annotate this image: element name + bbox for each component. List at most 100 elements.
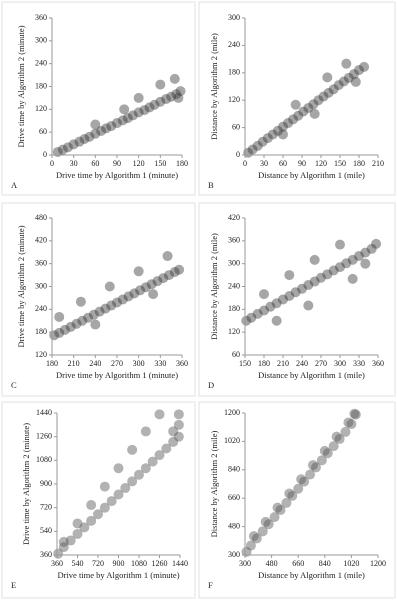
point: [155, 96, 166, 107]
point: [299, 476, 310, 487]
y-tick-label: 480: [228, 521, 240, 530]
point: [360, 258, 371, 269]
point: [148, 289, 159, 300]
point: [305, 469, 316, 480]
point: [296, 474, 307, 485]
y-axis-title: Distance by Algorithm 2 (mile): [209, 430, 219, 537]
x-tick-label: 360: [372, 359, 384, 368]
point: [290, 287, 301, 298]
y-tick-label: 1080: [36, 455, 52, 464]
y-axis-title: Drive time by Algorithm 2 (minute): [16, 25, 26, 147]
y-tick-label: 1020: [224, 436, 240, 445]
point: [155, 79, 166, 90]
x-tick-label: 240: [89, 359, 101, 368]
point: [123, 291, 134, 302]
point: [322, 72, 333, 83]
point: [168, 426, 179, 437]
x-tick-label: 360: [176, 359, 188, 368]
point: [58, 542, 69, 553]
y-tick-label: 300: [35, 281, 47, 290]
y-tick-label: 120: [228, 95, 240, 104]
panel-frame: [198, 1, 396, 196]
point: [284, 488, 295, 499]
point: [79, 134, 90, 145]
point: [335, 239, 345, 250]
y-tick-label: 300: [228, 13, 240, 22]
point: [90, 119, 101, 130]
point: [60, 324, 70, 335]
point: [259, 289, 269, 300]
point: [154, 450, 165, 461]
point: [347, 273, 358, 284]
point: [62, 142, 73, 153]
y-axis-title: Distance by Algorithm 2 (mile): [209, 33, 219, 140]
x-tick-label: 30: [70, 159, 78, 168]
point: [65, 535, 76, 546]
point: [54, 311, 65, 322]
point: [341, 258, 352, 269]
x-axis-title: Distance by Algorithm 1 (mile): [258, 370, 365, 380]
y-tick-label: 60: [39, 127, 47, 136]
point: [140, 282, 151, 293]
point: [316, 455, 327, 466]
point: [71, 318, 82, 329]
point: [166, 91, 177, 102]
point: [262, 133, 273, 144]
point: [343, 72, 354, 83]
point: [140, 463, 151, 474]
x-tick-label: 30: [260, 159, 268, 168]
y-tick-label: 300: [228, 550, 240, 559]
point: [241, 546, 252, 557]
point: [343, 417, 354, 428]
point: [340, 426, 351, 437]
point: [127, 110, 138, 121]
y-tick-label: 1260: [36, 431, 52, 440]
y-tick-label: 360: [35, 258, 47, 267]
x-tick-label: 540: [72, 559, 84, 568]
x-tick-label: 240: [296, 359, 308, 368]
point: [271, 298, 282, 309]
point: [171, 89, 182, 100]
point: [94, 306, 105, 317]
point: [127, 444, 138, 455]
point: [86, 515, 97, 526]
point: [293, 483, 304, 494]
x-axis-title: Drive time by Algorithm 1 (minute): [57, 570, 179, 580]
point: [347, 254, 358, 265]
point: [354, 251, 364, 262]
y-axis-title: Distance by Algorithm 2 (mile): [209, 233, 219, 340]
point: [293, 110, 304, 121]
point: [96, 126, 107, 137]
point: [263, 519, 274, 530]
x-tick-label: 300: [239, 559, 251, 568]
point: [341, 58, 352, 69]
point: [371, 238, 382, 249]
x-tick-label: 60: [279, 159, 287, 168]
point: [245, 540, 256, 551]
y-tick-label: 120: [228, 327, 240, 336]
point: [57, 144, 68, 155]
point: [52, 146, 63, 157]
point: [169, 73, 180, 84]
y-tick-label: 0: [236, 150, 240, 159]
x-tick-label: 90: [298, 159, 306, 168]
point: [303, 300, 314, 311]
point: [269, 512, 280, 523]
y-tick-label: 240: [35, 304, 47, 313]
point: [248, 531, 259, 542]
point: [287, 490, 298, 501]
x-tick-label: 210: [372, 159, 384, 168]
point: [360, 247, 371, 258]
point: [338, 76, 349, 87]
point: [99, 481, 110, 492]
y-tick-label: 120: [35, 350, 47, 359]
point: [247, 144, 258, 155]
y-tick-label: 60: [232, 350, 240, 359]
point: [173, 419, 184, 430]
point: [168, 436, 179, 447]
point: [173, 431, 184, 442]
y-axis-title: Drive time by Algorithm 2 (minute): [16, 225, 26, 347]
point: [122, 113, 133, 124]
point: [288, 114, 299, 125]
x-axis-title: Drive time by Algorithm 1 (minute): [56, 170, 178, 180]
